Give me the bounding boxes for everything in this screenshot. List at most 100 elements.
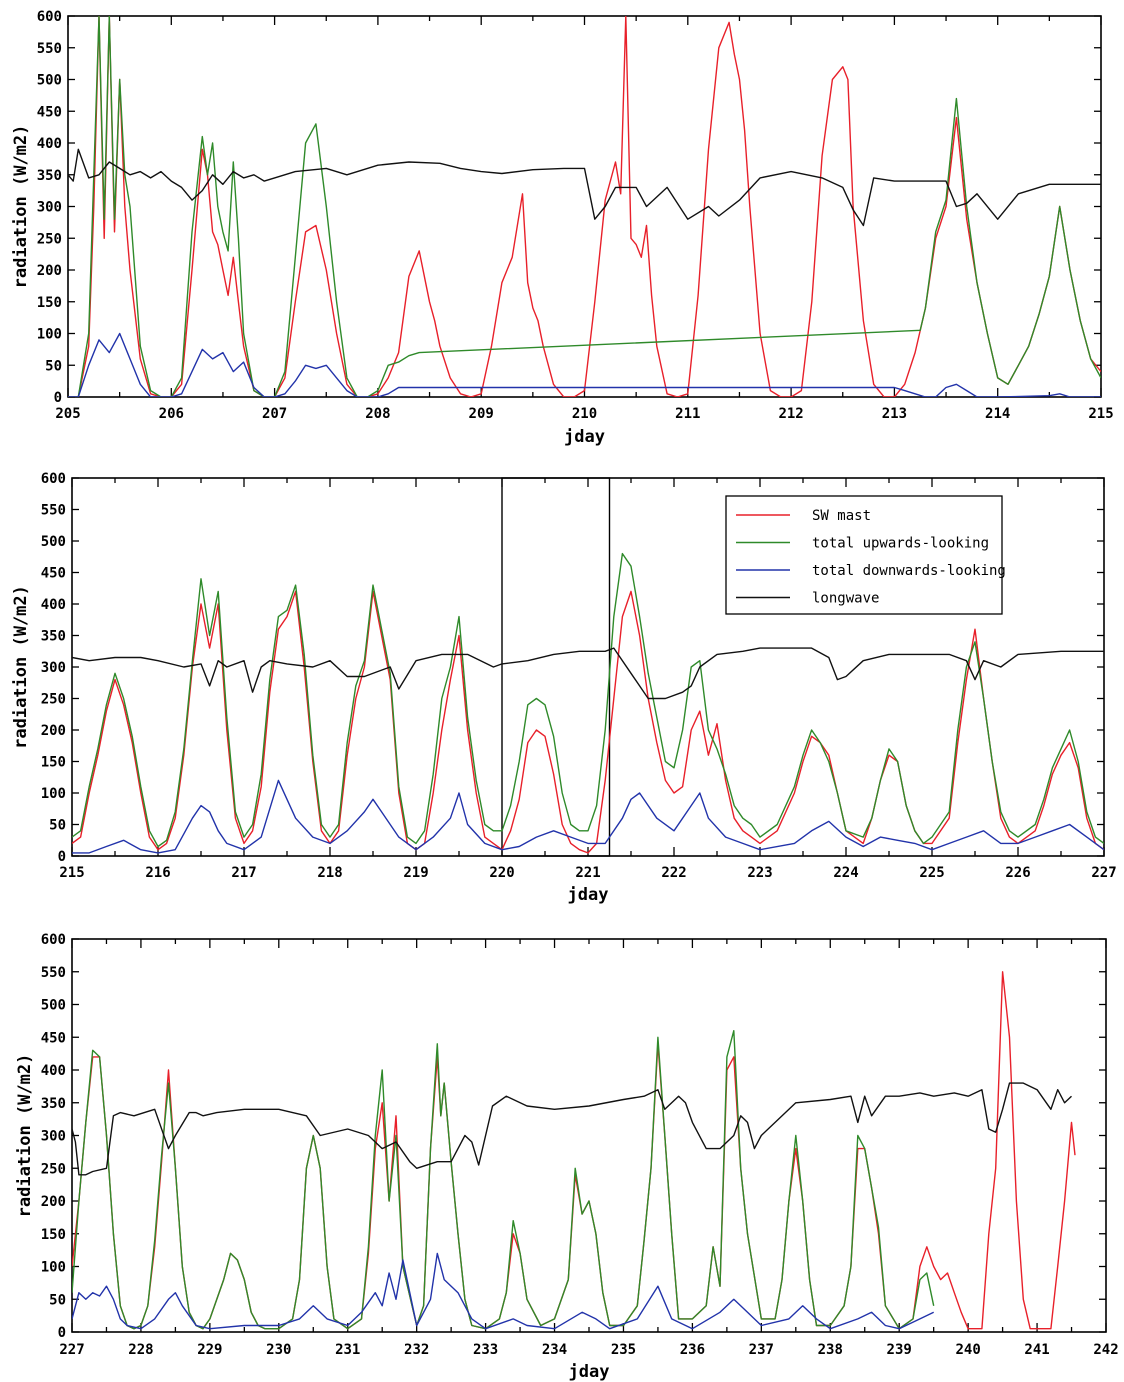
x-tick-label: 228 [128,1342,153,1358]
x-axis-title: jday [569,1362,610,1382]
plot-frame [71,938,1107,1333]
y-tick-label: 100 [41,786,66,802]
y-tick-label: 200 [41,1194,66,1210]
series-line-longwave [72,647,1104,700]
x-tick-label: 237 [749,1342,774,1358]
y-axis-title: radiation (W/m2) [11,585,31,749]
y-axis-title: radiation (W/m2) [11,125,31,289]
y-tick-label: 450 [37,104,62,120]
y-tick-label: 450 [41,1030,66,1046]
series-line-total-downwards-looking [72,779,1104,854]
y-tick-label: 350 [37,168,62,184]
x-tick-label: 233 [473,1342,498,1358]
x-tick-label: 213 [882,406,907,422]
y-tick-label: 200 [41,723,66,739]
x-tick-label: 231 [335,1342,360,1358]
y-tick-label: 500 [41,534,66,550]
x-tick-label: 229 [197,1342,222,1358]
y-tick-label: 0 [58,1325,66,1341]
chart-panel-3: 0 50 100 150 200 250 300 350 400 450 500 550 600 227 2… [15,932,1119,1382]
x-tick-label: 236 [680,1342,705,1358]
y-tick-label: 150 [37,295,62,311]
x-tick-label: 227 [59,1342,84,1358]
series-line-total-upwards-looking [68,16,1101,397]
x-tick-label: 212 [778,406,803,422]
y-tick-label: 550 [41,965,66,981]
y-tick-label: 100 [41,1260,66,1276]
x-tick-label: 210 [572,406,597,422]
legend-label: total downwards-looking [812,563,1006,579]
chart-panel-2: 0 50 100 150 200 250 300 350 400 450 500 550 600 215 2… [11,471,1117,905]
series-line-longwave [68,148,1101,227]
x-tick-label: 239 [887,1342,912,1358]
legend-label: SW mast [812,508,871,524]
y-tick-label: 50 [49,818,66,834]
legend-label: total upwards-looking [812,536,989,552]
x-tick-label: 242 [1093,1342,1118,1358]
x-tick-label: 205 [55,406,80,422]
y-tick-label: 500 [41,998,66,1014]
x-tick-label: 219 [403,865,428,881]
x-tick-label: 211 [675,406,700,422]
y-tick-label: 550 [41,503,66,519]
x-tick-label: 234 [542,1342,567,1358]
x-tick-label: 208 [365,406,390,422]
y-tick-label: 150 [41,755,66,771]
x-tick-label: 230 [266,1342,291,1358]
x-tick-label: 232 [404,1342,429,1358]
y-tick-label: 200 [37,263,62,279]
x-tick-label: 225 [919,865,944,881]
x-tick-label: 223 [747,865,772,881]
x-tick-label: 238 [818,1342,843,1358]
y-tick-label: 0 [58,849,66,865]
y-tick-label: 100 [37,327,62,343]
x-tick-label: 227 [1091,865,1116,881]
x-tick-label: 215 [1088,406,1113,422]
x-tick-label: 224 [833,865,858,881]
series-line-total-downwards-looking [72,1252,935,1330]
x-tick-label: 215 [59,865,84,881]
x-tick-label: 209 [469,406,494,422]
highlight-box [501,477,611,857]
x-tick-label: 216 [145,865,170,881]
x-axis-title: jday [564,427,605,447]
x-tick-label: 240 [955,1342,980,1358]
x-tick-label: 221 [575,865,600,881]
y-tick-label: 600 [41,932,66,948]
y-tick-label: 350 [41,629,66,645]
series-line-total-upwards-looking [72,552,1104,848]
series-line-longwave [72,1082,1072,1176]
series-line-total-upwards-looking [72,1029,935,1330]
chart-panel-1: 0 50 100 150 200 250 300 350 400 450 500 550 600 205 2… [11,9,1114,447]
y-tick-label: 550 [37,41,62,57]
x-tick-label: 206 [159,406,184,422]
x-tick-label: 214 [985,406,1010,422]
series-line-total-downwards-looking [68,332,1101,397]
x-tick-label: 222 [661,865,686,881]
y-tick-label: 250 [41,1161,66,1177]
y-tick-label: 400 [41,1063,66,1079]
y-tick-label: 50 [45,358,62,374]
y-tick-label: 400 [37,136,62,152]
y-tick-label: 600 [37,9,62,25]
y-tick-label: 350 [41,1096,66,1112]
y-tick-label: 250 [41,692,66,708]
legend: SW mast total upwards-looking total downwa… [725,495,1006,615]
y-tick-label: 400 [41,597,66,613]
series-line-sw-mast [68,16,1101,397]
y-tick-label: 150 [41,1227,66,1243]
y-tick-label: 300 [41,1129,66,1145]
y-axis-title: radiation (W/m2) [15,1054,35,1218]
y-tick-label: 0 [54,390,62,406]
x-tick-label: 207 [262,406,287,422]
x-tick-label: 235 [611,1342,636,1358]
legend-label: longwave [812,591,879,607]
y-tick-label: 600 [41,471,66,487]
y-tick-label: 300 [37,200,62,216]
x-tick-label: 218 [317,865,342,881]
x-tick-label: 217 [231,865,256,881]
x-tick-label: 241 [1024,1342,1049,1358]
y-tick-label: 300 [41,660,66,676]
x-tick-label: 226 [1005,865,1030,881]
